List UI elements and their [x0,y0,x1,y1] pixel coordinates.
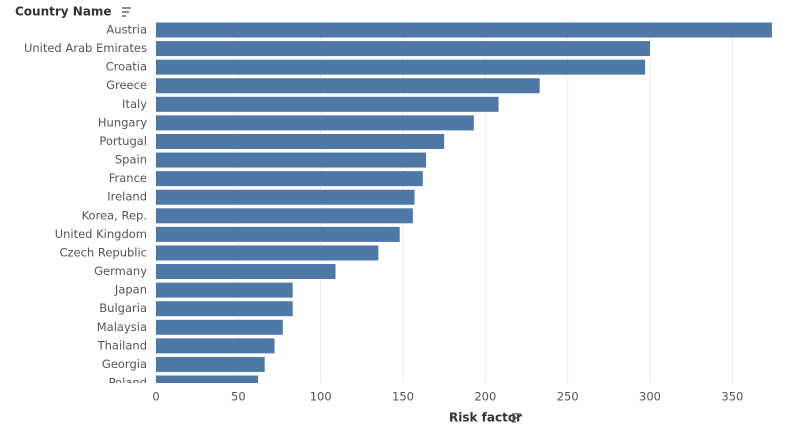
x-tick-label: 50 [231,390,246,404]
y-tick-label: United Arab Emirates [24,41,147,55]
x-axis: 0 50 100 150 200 250 300 350 [152,390,743,404]
bar [156,226,400,242]
x-axis-title: Risk factor [449,411,522,425]
x-tick-label: 300 [639,390,661,404]
x-tick-label: 250 [557,390,579,404]
bar [156,41,651,57]
bar [156,301,293,317]
y-tick-label: Ireland [107,190,147,204]
plot-area: Austria United Arab Emirates Croatia Greece… [24,22,772,390]
y-tick-label: Poland [109,376,147,390]
y-tick-label: United Kingdom [55,227,147,241]
y-tick-label: Greece [106,78,147,92]
y-tick-label: Korea, Rep. [82,208,147,222]
bar [156,338,275,354]
bar [156,133,445,149]
y-tick-label: Italy [122,97,147,111]
bar [156,189,415,205]
y-tick-label: Malaysia [97,320,147,334]
bar [156,208,413,224]
y-tick-label: Portugal [99,134,147,148]
bar [156,264,336,280]
x-tick-label: 150 [392,390,414,404]
bar [156,78,540,94]
y-tick-label: Czech Republic [59,245,147,259]
y-tick-label: France [109,171,147,185]
bar [156,319,283,335]
y-tick-label: Bulgaria [99,301,147,315]
x-tick-label: 350 [721,390,743,404]
y-tick-label: Hungary [98,115,147,129]
sort-icon[interactable] [512,413,521,423]
x-tick-label: 200 [474,390,496,404]
bar [156,375,259,383]
bar [156,22,772,38]
bar [156,59,646,75]
bar [156,171,423,187]
bar [156,115,474,131]
y-tick-label: Germany [94,264,147,278]
bar [156,282,293,298]
y-tick-label: Croatia [106,60,147,74]
x-tick-label: 100 [310,390,332,404]
y-tick-label: Georgia [102,357,147,371]
bar [156,356,265,372]
sort-icon[interactable] [122,7,131,17]
y-tick-label: Austria [106,23,147,37]
y-tick-label: Thailand [97,338,147,352]
x-tick-label: 0 [152,390,159,404]
y-tick-label: Japan [114,283,147,297]
y-axis-title: Country Name [15,5,112,19]
bar [156,152,427,168]
y-tick-label: Spain [115,153,147,167]
bar [156,96,499,112]
bar [156,245,379,261]
